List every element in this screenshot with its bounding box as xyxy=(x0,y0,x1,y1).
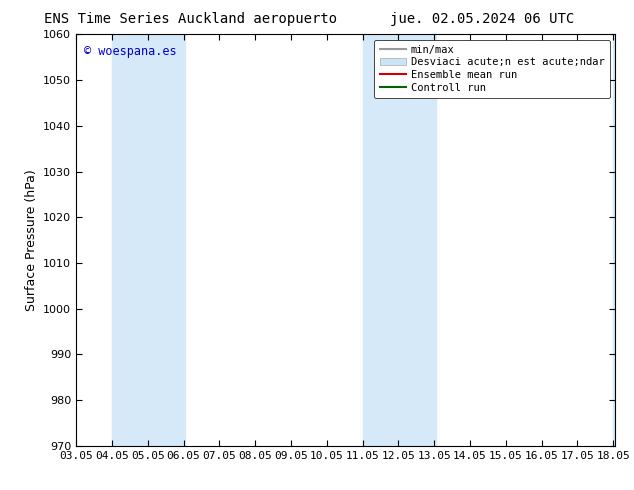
Legend: min/max, Desviaci acute;n est acute;ndar, Ensemble mean run, Controll run: min/max, Desviaci acute;n est acute;ndar… xyxy=(374,40,610,98)
Y-axis label: Surface Pressure (hPa): Surface Pressure (hPa) xyxy=(25,169,37,311)
Text: © woespana.es: © woespana.es xyxy=(84,45,177,58)
Text: ENS Time Series Auckland aeropuerto: ENS Time Series Auckland aeropuerto xyxy=(44,12,337,26)
Bar xyxy=(112,34,185,446)
Bar xyxy=(613,34,615,446)
Bar xyxy=(363,34,436,446)
Text: jue. 02.05.2024 06 UTC: jue. 02.05.2024 06 UTC xyxy=(390,12,574,26)
